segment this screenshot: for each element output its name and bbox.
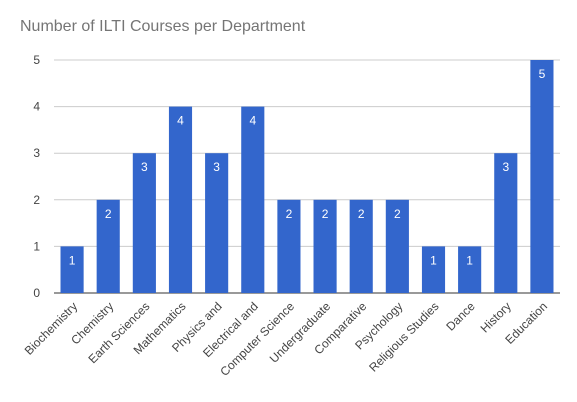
data-labels: 1 2 3 4 3 4 2 2 2 2 1 1 3 5 — [69, 67, 546, 267]
bar — [241, 106, 265, 293]
bar — [168, 106, 193, 293]
data-label: 1 — [430, 253, 437, 267]
bar — [132, 153, 156, 293]
bar — [349, 199, 373, 293]
bar — [277, 199, 301, 293]
x-tick-label: Dance — [443, 299, 478, 334]
data-label: 2 — [358, 207, 365, 221]
data-label: 2 — [394, 207, 401, 221]
data-label: 4 — [177, 114, 184, 128]
data-label: 4 — [249, 114, 256, 128]
bar — [313, 199, 337, 293]
data-label: 3 — [502, 160, 509, 174]
y-tick-label: 1 — [33, 239, 40, 253]
data-label: 1 — [69, 253, 76, 267]
bar — [494, 153, 518, 293]
data-label: 1 — [466, 253, 473, 267]
data-label: 3 — [213, 160, 220, 174]
y-axis-ticks: 0 1 2 3 4 5 — [33, 53, 40, 300]
y-tick-label: 2 — [33, 193, 40, 207]
bar — [96, 199, 120, 293]
bar — [458, 246, 482, 293]
data-label: 2 — [286, 207, 293, 221]
y-tick-label: 5 — [33, 53, 40, 67]
bar — [530, 60, 554, 293]
y-tick-label: 3 — [33, 146, 40, 160]
bars — [60, 60, 554, 293]
bar — [205, 153, 229, 293]
data-label: 2 — [322, 207, 329, 221]
gridlines — [54, 59, 560, 294]
bar — [60, 246, 84, 293]
y-tick-label: 4 — [33, 100, 40, 114]
x-tick-label: Biochemistry — [22, 299, 80, 357]
data-label: 2 — [105, 207, 112, 221]
bar — [421, 246, 446, 293]
chart-title: Number of ILTI Courses per Department — [20, 18, 306, 35]
bar — [385, 199, 409, 293]
y-tick-label: 0 — [33, 286, 40, 300]
data-label: 3 — [141, 160, 148, 174]
data-label: 5 — [539, 67, 546, 81]
